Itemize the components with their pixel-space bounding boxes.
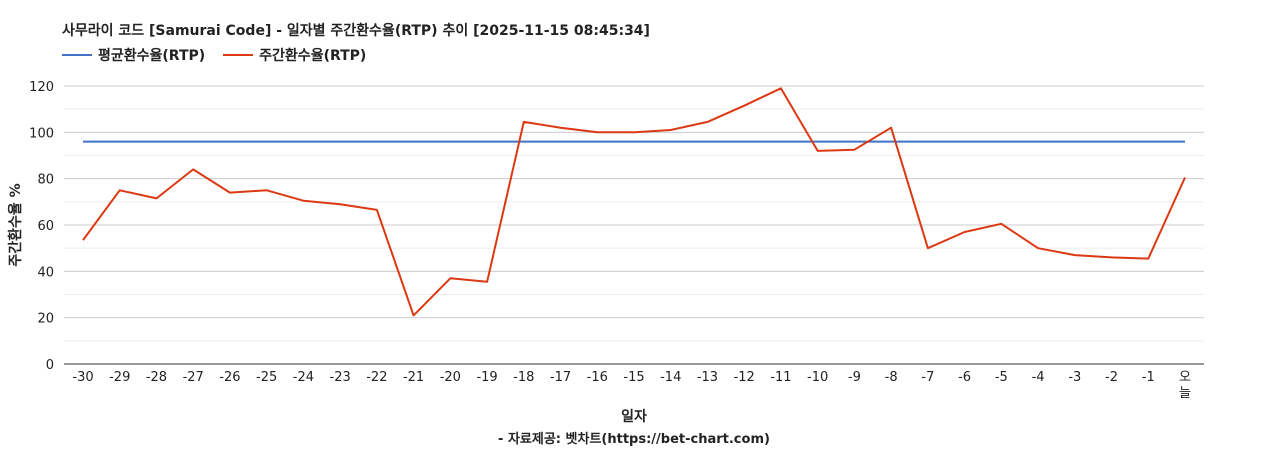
y-axis-title: 주간환수율 % — [7, 183, 24, 266]
x-tick-label: -19 — [476, 370, 497, 385]
data-source-footer: - 자료제공: 벳차트(https://bet-chart.com) — [498, 432, 770, 447]
x-tick-label: -8 — [885, 370, 898, 385]
y-tick-label: 80 — [37, 173, 54, 188]
y-tick-label: 60 — [37, 219, 54, 234]
x-tick-label: -28 — [146, 370, 167, 385]
x-tick-label: -4 — [1032, 370, 1045, 385]
x-tick-label: -5 — [995, 370, 1008, 385]
x-tick-label: -15 — [623, 370, 644, 385]
x-tick-label: -6 — [958, 370, 971, 385]
x-tick-label: -17 — [550, 370, 571, 385]
legend-item-weekly[interactable]: 주간환수율(RTP) — [223, 45, 366, 65]
legend-swatch-weekly — [223, 54, 254, 56]
x-tick-label: -7 — [921, 370, 934, 385]
y-tick-label: 100 — [29, 126, 54, 141]
x-tick-label: -22 — [366, 370, 387, 385]
x-tick-label: -30 — [72, 370, 93, 385]
x-tick-label: -23 — [330, 370, 351, 385]
x-tick-label: -9 — [848, 370, 861, 385]
x-tick-label: -21 — [403, 370, 424, 385]
x-tick-label: -20 — [440, 370, 461, 385]
x-tick-label: -18 — [513, 370, 534, 385]
x-tick-label: -26 — [219, 370, 240, 385]
x-tick-label: -27 — [183, 370, 204, 385]
y-tick-label: 120 — [29, 80, 54, 95]
x-tick-label: -10 — [807, 370, 828, 385]
x-axis-title: 일자 — [621, 409, 647, 425]
weekly-rtp-line — [82, 87, 1186, 317]
legend-label-weekly: 주간환수율(RTP) — [259, 48, 367, 64]
y-tick-label: 20 — [37, 312, 54, 327]
x-tick-label: -16 — [587, 370, 608, 385]
x-tick-label: -3 — [1068, 370, 1081, 385]
legend-label-average: 평균환수율(RTP) — [98, 48, 206, 64]
x-tick-label: -2 — [1105, 370, 1118, 385]
y-tick-label: 40 — [37, 265, 54, 280]
legend: 평균환수율(RTP) 주간환수율(RTP) — [62, 45, 384, 65]
x-tick-label: -24 — [293, 370, 314, 385]
x-tick-label: -11 — [770, 370, 791, 385]
legend-item-average[interactable]: 평균환수율(RTP) — [62, 45, 205, 65]
x-tick-label: -12 — [734, 370, 755, 385]
x-tick-label: -25 — [256, 370, 277, 385]
legend-swatch-average — [62, 54, 92, 56]
x-tick-label: -1 — [1142, 370, 1155, 385]
x-tick-label: -29 — [109, 370, 130, 385]
x-tick-label: -13 — [697, 370, 718, 385]
chart-title: 사무라이 코드 [Samurai Code] - 일자별 주간환수율(RTP) … — [62, 23, 650, 39]
y-tick-label: 0 — [46, 358, 54, 373]
x-tick-label: -14 — [660, 370, 681, 385]
